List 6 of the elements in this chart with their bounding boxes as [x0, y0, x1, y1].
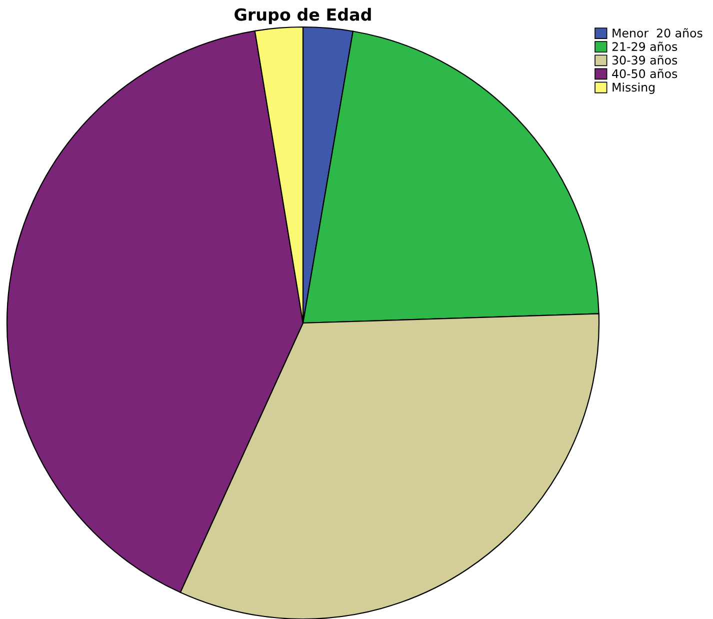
legend-label: 40-50 años	[612, 68, 678, 78]
legend-label: 30-39 años	[612, 55, 678, 65]
legend-label: 21-29 años	[612, 42, 678, 52]
chart-title: Grupo de Edad	[234, 8, 371, 24]
legend-label: Menor 20 años	[612, 28, 702, 38]
legend-label: Missing	[612, 82, 654, 94]
